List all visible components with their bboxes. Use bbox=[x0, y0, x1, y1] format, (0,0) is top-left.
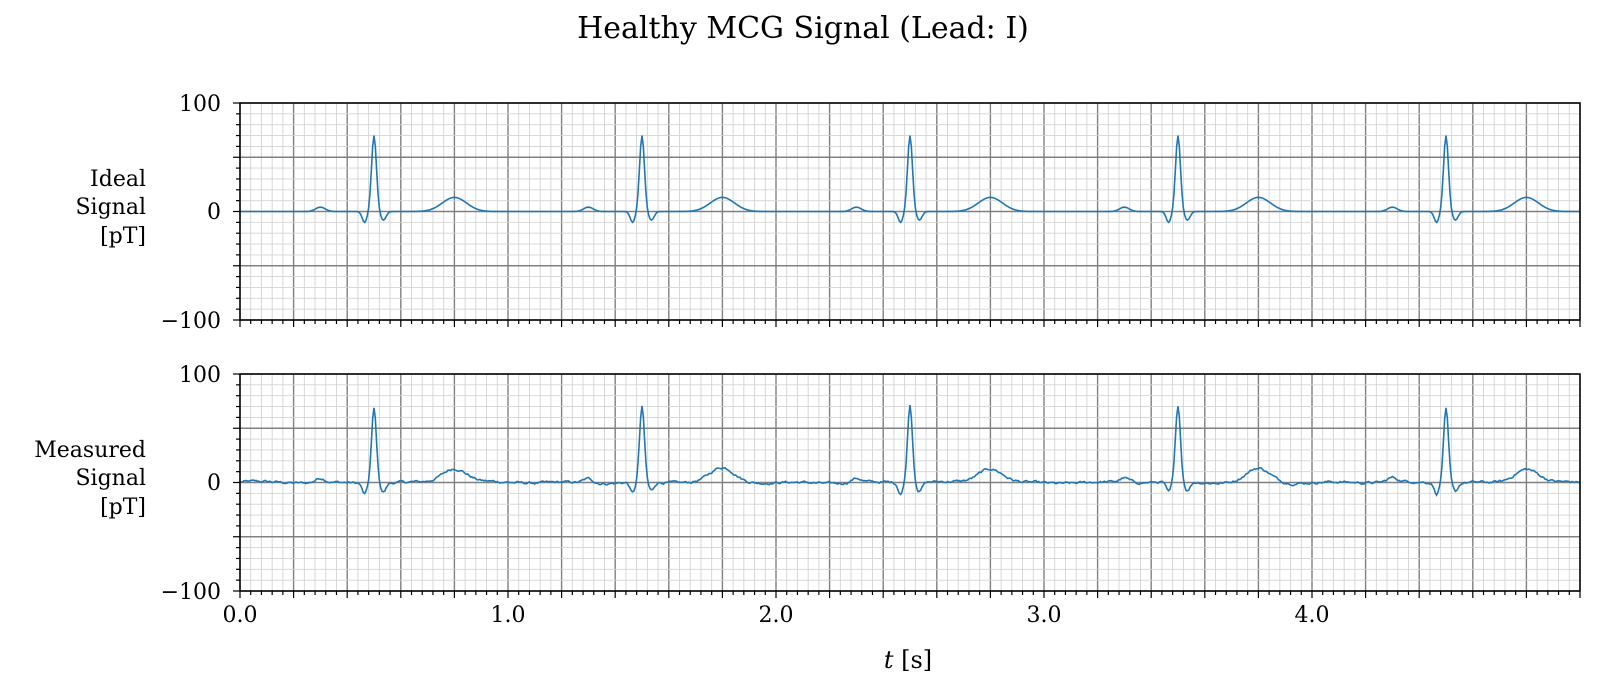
y-tick-label: 0 bbox=[207, 200, 221, 225]
plot-frame-ideal bbox=[239, 102, 1581, 321]
series-line-ideal bbox=[240, 135, 1580, 224]
y-axis-label-line: Measured bbox=[34, 438, 146, 463]
y-axis-label-line: Signal bbox=[75, 466, 146, 491]
y-axis-label-line: Signal bbox=[75, 195, 146, 220]
panel-ideal: 100 0 −100 Ideal Signal [pT] bbox=[75, 92, 1581, 334]
y-tick-label: 100 bbox=[179, 92, 221, 117]
y-tick-label: −100 bbox=[161, 580, 221, 605]
x-tick-label: 2.0 bbox=[759, 603, 794, 628]
panel-measured: 100 0 −100 Measured Signal [pT] bbox=[34, 363, 1581, 605]
x-tick-label: 1.0 bbox=[491, 603, 526, 628]
x-tick-label: 4.0 bbox=[1295, 603, 1330, 628]
y-tick-label: 100 bbox=[179, 363, 221, 388]
ticks-ideal bbox=[233, 102, 1581, 327]
y-tick-label: −100 bbox=[161, 309, 221, 334]
y-tick-label: 0 bbox=[207, 471, 221, 496]
y-axis-label-line: [pT] bbox=[100, 495, 146, 520]
y-axis-label-line: [pT] bbox=[100, 224, 146, 249]
ticks-measured bbox=[233, 373, 1581, 598]
chart-title: Healthy MCG Signal (Lead: I) bbox=[577, 11, 1029, 46]
x-tick-labels: 0.0 1.0 2.0 3.0 4.0 bbox=[223, 603, 1330, 628]
plot-frame-measured bbox=[239, 373, 1581, 592]
series-line-measured bbox=[239, 405, 1581, 497]
x-tick-label: 3.0 bbox=[1027, 603, 1062, 628]
y-axis-label-line: Ideal bbox=[90, 167, 146, 192]
x-axis-label: t [s] bbox=[884, 646, 932, 674]
x-tick-label: 0.0 bbox=[223, 603, 258, 628]
